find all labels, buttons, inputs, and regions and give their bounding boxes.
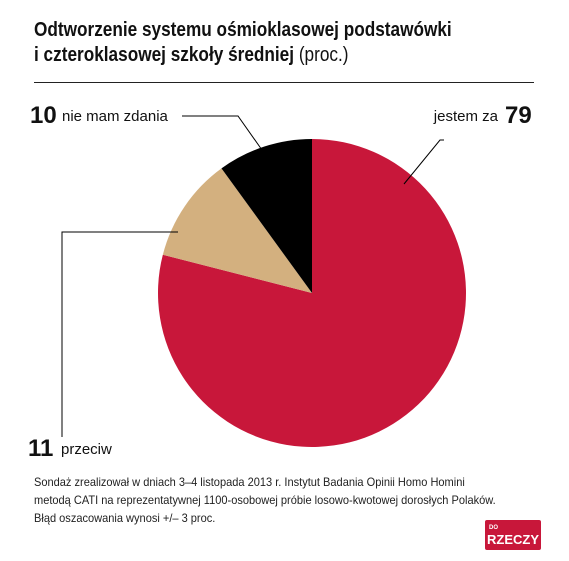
pie-slice-przeciw xyxy=(162,168,312,293)
title-line-2-text: i czteroklasowej szkoły średniej xyxy=(34,44,295,66)
logo-main-text: RZECZY xyxy=(487,532,539,547)
category-label-nie-mam-zdania: nie mam zdania xyxy=(62,108,169,125)
category-label-jestem-za: jestem za xyxy=(433,108,499,125)
pie-slices xyxy=(158,139,467,448)
footnote-line-2: metodą CATI na reprezentatywnej 1100-oso… xyxy=(34,493,496,507)
footnote: Sondaż zrealizował w dniach 3–4 listopad… xyxy=(34,473,549,527)
value-label-jestem-za: 79 xyxy=(505,102,532,129)
footnote-line-3: Błąd oszacowania wynosi +/– 3 proc. xyxy=(34,511,216,525)
value-label-przeciw: 11 xyxy=(28,435,53,462)
leader-line-przeciw xyxy=(61,231,178,437)
title-line-1: Odtworzenie systemu ośmioklasowej podsta… xyxy=(34,19,452,41)
leader-line-nie-mam-zdania xyxy=(182,115,263,151)
do-rzeczy-logo: DO RZECZY xyxy=(485,520,541,550)
logo-background xyxy=(485,520,541,550)
category-label-przeciw: przeciw xyxy=(61,441,112,458)
pie-slice-nie-mam-zdania xyxy=(221,139,312,293)
title-unit: (proc.) xyxy=(298,44,349,66)
title-line-2: i czteroklasowej szkoły średniej (proc.) xyxy=(34,43,481,68)
logo-top-text: DO xyxy=(489,525,498,531)
pie-slice-jestem-za xyxy=(158,139,467,448)
chart-title: Odtworzenie systemu ośmioklasowej podsta… xyxy=(34,18,481,68)
value-label-nie-mam-zdania: 10 xyxy=(30,102,57,129)
footnote-line-1: Sondaż zrealizował w dniach 3–4 listopad… xyxy=(34,475,465,489)
title-divider xyxy=(34,82,534,83)
leader-line-jestem-za xyxy=(403,139,444,185)
